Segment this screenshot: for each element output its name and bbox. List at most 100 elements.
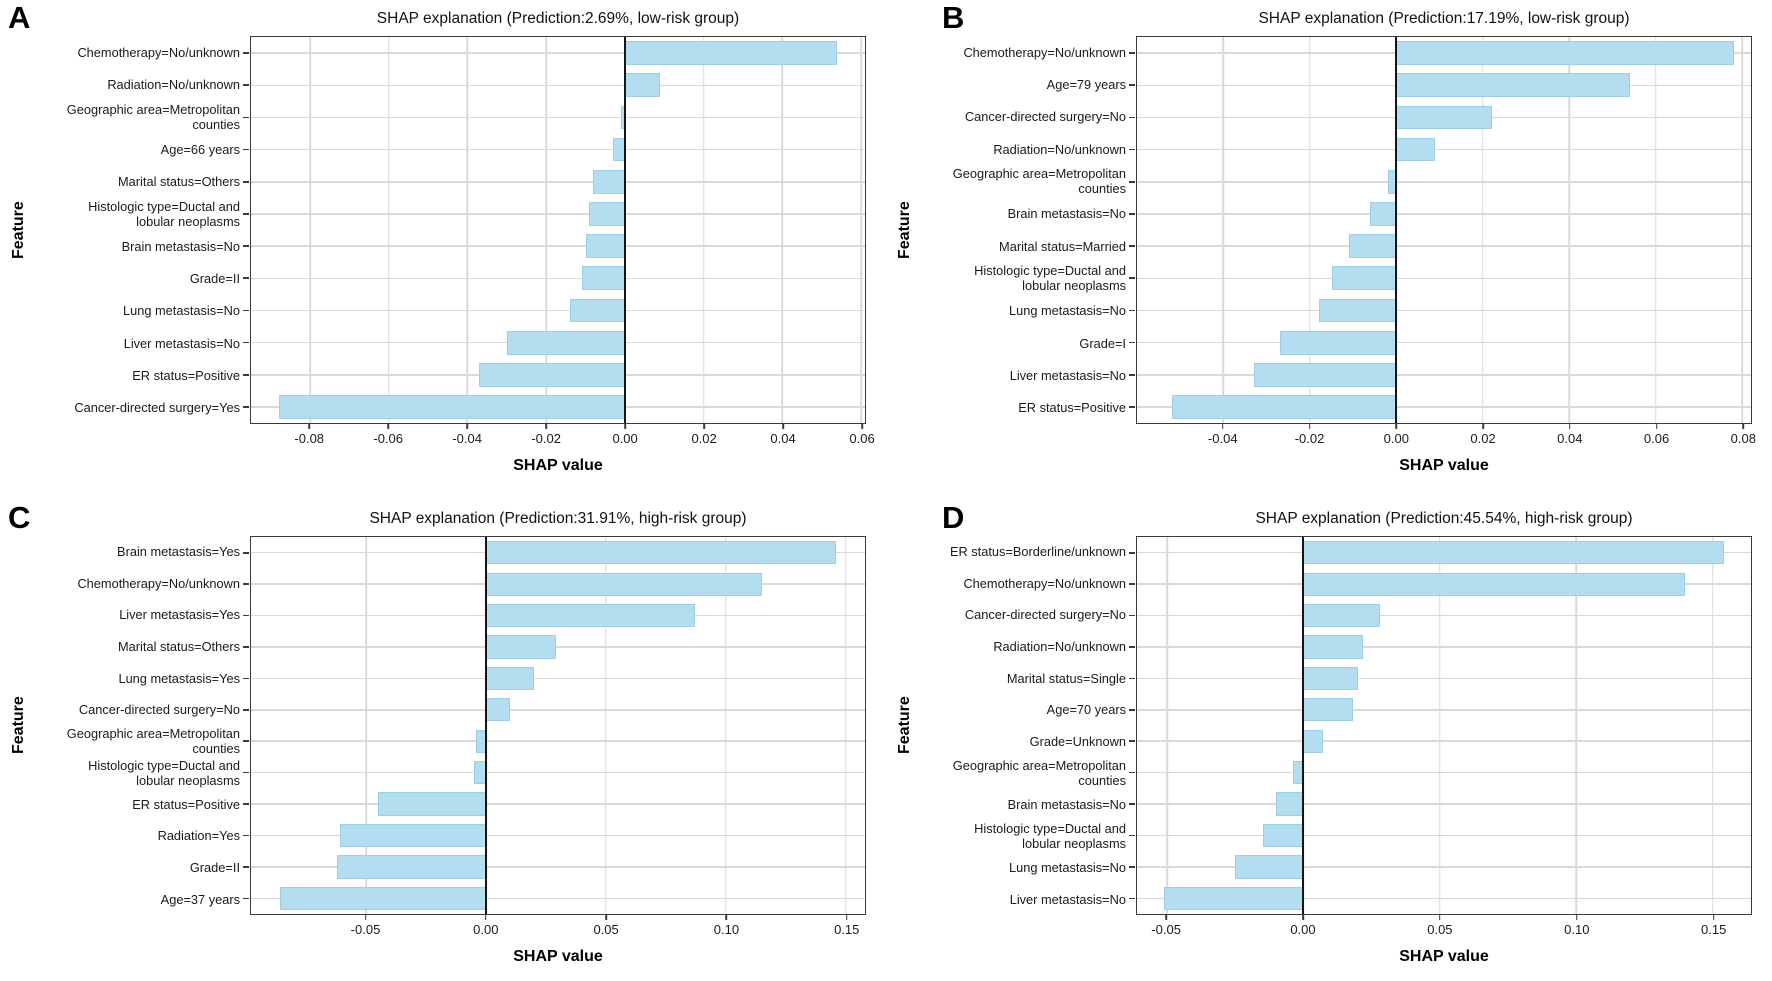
x-tick-mark	[485, 915, 487, 920]
bar-row	[1129, 391, 1751, 423]
x-tick-mark	[1655, 424, 1658, 429]
plot-area	[243, 36, 866, 424]
feature-label: Cancer-directed surgery=No	[964, 607, 1126, 623]
x-tick-label: 0.02	[1470, 431, 1496, 446]
plot-area	[1129, 536, 1752, 915]
gridline-vertical	[1655, 37, 1657, 423]
x-tick-mark	[624, 424, 626, 429]
feature-label: Age=66 years	[160, 141, 240, 157]
y-axis-labels: Chemotherapy=No/unknown Age=79 years Cance…	[924, 36, 1136, 424]
x-tick-label: -0.04	[452, 431, 482, 446]
gridline-vertical	[545, 37, 547, 423]
feature-label: Liver metastasis=Yes	[119, 607, 240, 623]
gridline-vertical	[1575, 537, 1578, 914]
shap-bar	[1279, 330, 1397, 355]
feature-label: Brain metastasis=Yes	[117, 544, 240, 560]
shap-bar	[1164, 886, 1304, 910]
feature-label: Marital status=Married	[999, 238, 1126, 254]
feature-label: Brain metastasis=No	[1007, 796, 1126, 812]
shap-bar	[624, 73, 661, 98]
shap-panel-d: D SHAP explanation (Prediction:45.54%, h…	[886, 490, 1772, 981]
gridline-vertical	[1741, 37, 1744, 423]
x-tick-mark	[1569, 424, 1571, 429]
feature-label: Lung metastasis=No	[1008, 303, 1126, 319]
x-tick-label: -0.05	[1151, 922, 1181, 937]
bar-row	[243, 198, 865, 230]
shap-panel-c: C SHAP explanation (Prediction:31.91%, h…	[0, 490, 886, 981]
shap-bar	[1276, 792, 1304, 816]
plot-area	[1129, 36, 1752, 424]
feature-label: Radiation=No/unknown	[107, 76, 240, 92]
bar-row	[243, 230, 865, 262]
bar-row	[243, 69, 865, 101]
bar-row	[1129, 134, 1751, 166]
x-tick-label: 0.05	[593, 922, 619, 937]
gridline-vertical	[702, 37, 705, 423]
gridline-vertical	[466, 37, 469, 423]
bar-row	[1129, 757, 1751, 788]
feature-label: Lung metastasis=Yes	[118, 670, 240, 686]
x-tick-label: 0.15	[1701, 922, 1727, 937]
shap-bar	[1396, 137, 1436, 162]
x-tick-mark	[364, 915, 367, 920]
feature-label: Histologic type=Ductal and lobular neopl…	[88, 757, 240, 788]
x-tick-mark	[1439, 915, 1441, 920]
shap-bar	[1318, 298, 1397, 323]
bar-row	[243, 166, 865, 198]
bar-row	[243, 359, 865, 391]
shap-bar	[581, 266, 625, 291]
bar-row	[1129, 726, 1751, 757]
x-tick-mark	[545, 424, 547, 429]
x-tick-label: 0.04	[1557, 431, 1583, 446]
feature-label: Geographic area=Metropolitan counties	[66, 101, 240, 132]
x-tick-label: -0.04	[1207, 431, 1238, 446]
y-axis-title: Feature	[10, 696, 27, 755]
x-axis-ticks: -0.05 0.00 0.05 0.10 0.15	[250, 915, 866, 939]
bar-row	[1129, 568, 1751, 599]
feature-label: Brain metastasis=No	[1007, 206, 1126, 222]
gridline-vertical	[1222, 37, 1225, 423]
bar-row	[1129, 883, 1751, 914]
feature-label: Age=79 years	[1046, 76, 1126, 92]
x-tick-mark	[703, 424, 705, 429]
x-tick-mark	[1742, 424, 1745, 429]
shap-bar	[1303, 603, 1380, 628]
x-tick-label: 0.10	[713, 922, 740, 937]
feature-label: Brain metastasis=No	[121, 238, 240, 254]
bar-row	[1129, 851, 1751, 882]
gridline-vertical	[781, 37, 784, 423]
shap-bar	[1262, 823, 1304, 848]
x-tick-mark	[1165, 915, 1167, 920]
bar-row	[243, 568, 865, 599]
feature-label: Histologic type=Ductal and lobular neopl…	[974, 263, 1126, 294]
feature-label: ER status=Borderline/unknown	[949, 544, 1126, 560]
gridline-vertical	[725, 537, 727, 914]
bar-row	[1129, 820, 1751, 851]
x-tick-mark	[1712, 915, 1715, 920]
x-tick-mark	[725, 915, 728, 920]
shap-bar	[1370, 202, 1397, 226]
shap-bar	[1303, 729, 1323, 753]
x-tick-mark	[1482, 424, 1484, 429]
feature-label: Lung metastasis=No	[122, 303, 240, 319]
x-axis-title: SHAP value	[1399, 457, 1489, 474]
feature-label: Cancer-directed surgery=No	[964, 109, 1126, 125]
bar-row	[1129, 294, 1751, 326]
x-tick-mark	[1575, 915, 1578, 920]
feature-label: Chemotherapy=No/unknown	[77, 44, 240, 60]
bar-row	[243, 294, 865, 326]
shap-bar	[1331, 266, 1397, 291]
bar-row	[243, 631, 865, 662]
bar-row	[243, 37, 865, 69]
gridline-vertical	[1166, 537, 1168, 914]
x-tick-mark	[1221, 424, 1224, 429]
bar-row	[1129, 230, 1751, 262]
shap-bar	[1303, 666, 1359, 691]
chart-title: SHAP explanation (Prediction:45.54%, hig…	[1255, 510, 1633, 527]
shap-bar	[1303, 698, 1353, 722]
bar-row	[243, 694, 865, 725]
panel-letter-c: C	[8, 500, 31, 535]
bar-row	[243, 851, 865, 882]
shap-bar	[624, 41, 838, 65]
feature-label: Grade=II	[189, 270, 240, 286]
